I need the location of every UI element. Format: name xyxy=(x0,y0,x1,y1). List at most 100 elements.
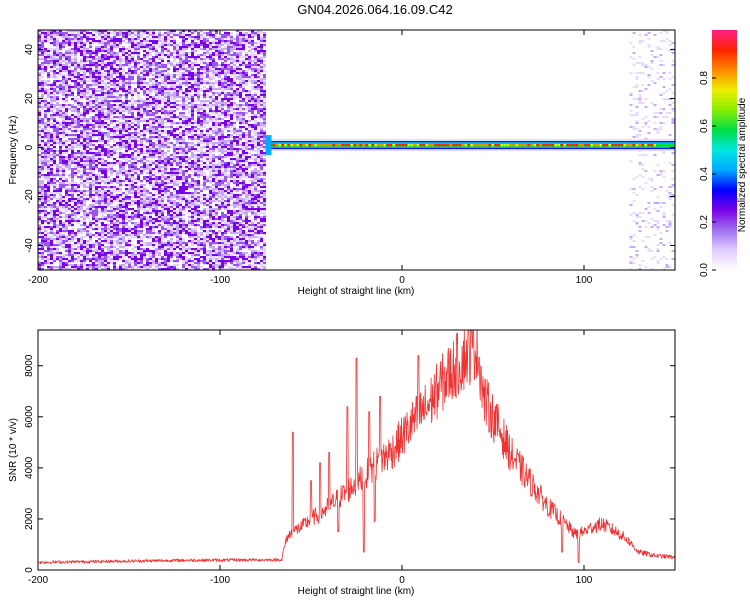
noise-cell xyxy=(149,172,152,175)
noise-cell xyxy=(71,74,74,77)
noise-cell xyxy=(128,186,131,189)
noise-cell xyxy=(47,166,50,169)
noise-cell xyxy=(197,216,200,219)
noise-cell xyxy=(50,136,53,139)
noise-cell xyxy=(194,252,197,255)
noise-cell xyxy=(110,168,113,171)
noise-cell xyxy=(38,228,41,231)
noise-cell xyxy=(53,224,56,227)
noise-cell xyxy=(155,68,158,71)
noise-cell xyxy=(59,222,62,225)
noise-cell xyxy=(188,200,191,203)
noise-cell xyxy=(44,184,47,187)
noise-cell xyxy=(122,146,125,149)
noise-cell xyxy=(164,100,167,103)
noise-cell xyxy=(149,262,152,265)
noise-cell xyxy=(65,202,68,205)
noise-cell xyxy=(47,168,50,171)
noise-cell xyxy=(86,32,89,35)
noise-cell xyxy=(80,240,83,243)
noise-cell xyxy=(134,168,137,171)
noise-cell xyxy=(71,266,74,269)
noise-cell xyxy=(95,200,98,203)
noise-cell xyxy=(137,144,140,147)
noise-cell xyxy=(71,160,74,163)
noise-cell xyxy=(38,90,41,93)
noise-cell xyxy=(44,262,47,265)
noise-cell xyxy=(173,136,176,139)
noise-cell xyxy=(74,68,77,71)
noise-cell xyxy=(59,216,62,219)
noise-cell xyxy=(146,42,149,45)
noise-cell xyxy=(77,82,80,85)
noise-cell xyxy=(83,138,86,141)
noise-cell xyxy=(86,160,89,163)
noise-cell xyxy=(164,76,167,79)
noise-cell xyxy=(152,250,155,253)
noise-cell xyxy=(149,70,152,73)
noise-cell xyxy=(176,176,179,179)
noise-cell xyxy=(95,210,98,213)
noise-cell xyxy=(155,258,158,261)
noise-cell xyxy=(182,184,185,187)
noise-cell xyxy=(173,66,176,69)
noise-cell xyxy=(125,240,128,243)
noise-cell xyxy=(197,80,200,83)
noise-cell xyxy=(101,164,104,167)
noise-cell xyxy=(191,78,194,81)
noise-cell xyxy=(170,196,173,199)
noise-cell xyxy=(158,134,161,137)
noise-cell xyxy=(176,44,179,47)
noise-cell xyxy=(56,122,59,125)
noise-cell xyxy=(149,134,152,137)
noise-cell xyxy=(158,34,161,37)
noise-cell xyxy=(110,138,113,141)
noise-cell xyxy=(152,132,155,135)
noise-cell xyxy=(155,260,158,263)
noise-cell xyxy=(101,56,104,59)
noise-cell xyxy=(77,112,80,115)
noise-cell xyxy=(143,90,146,93)
noise-cell xyxy=(77,76,80,79)
noise-cell xyxy=(116,244,119,247)
noise-cell xyxy=(149,58,152,61)
noise-cell xyxy=(71,194,74,197)
noise-cell xyxy=(47,240,50,243)
noise-cell xyxy=(47,74,50,77)
noise-cell xyxy=(68,54,71,57)
noise-cell xyxy=(173,74,176,77)
noise-cell xyxy=(155,112,158,115)
noise-cell xyxy=(137,118,140,121)
noise-cell xyxy=(107,102,110,105)
noise-cell xyxy=(167,158,170,161)
noise-cell xyxy=(47,48,50,51)
noise-cell xyxy=(155,40,158,43)
noise-cell xyxy=(152,84,155,87)
noise-cell xyxy=(86,250,89,253)
noise-cell xyxy=(44,160,47,163)
noise-cell xyxy=(128,52,131,55)
noise-cell xyxy=(38,266,41,269)
noise-cell xyxy=(158,202,161,205)
noise-cell xyxy=(200,142,203,145)
noise-cell xyxy=(203,184,206,187)
noise-cell xyxy=(134,170,137,173)
noise-cell xyxy=(89,238,92,241)
noise-cell xyxy=(194,248,197,251)
noise-cell xyxy=(191,192,194,195)
noise-cell xyxy=(182,226,185,229)
noise-cell xyxy=(50,134,53,137)
noise-cell xyxy=(113,250,116,253)
noise-cell xyxy=(131,170,134,173)
noise-cell xyxy=(179,54,182,57)
noise-cell xyxy=(164,38,167,41)
noise-cell xyxy=(182,156,185,159)
noise-cell xyxy=(203,100,206,103)
noise-cell xyxy=(89,50,92,53)
noise-cell xyxy=(104,200,107,203)
noise-cell xyxy=(137,154,140,157)
noise-cell xyxy=(86,52,89,55)
noise-cell xyxy=(170,142,173,145)
noise-cell xyxy=(47,268,50,270)
noise-cell xyxy=(143,196,146,199)
